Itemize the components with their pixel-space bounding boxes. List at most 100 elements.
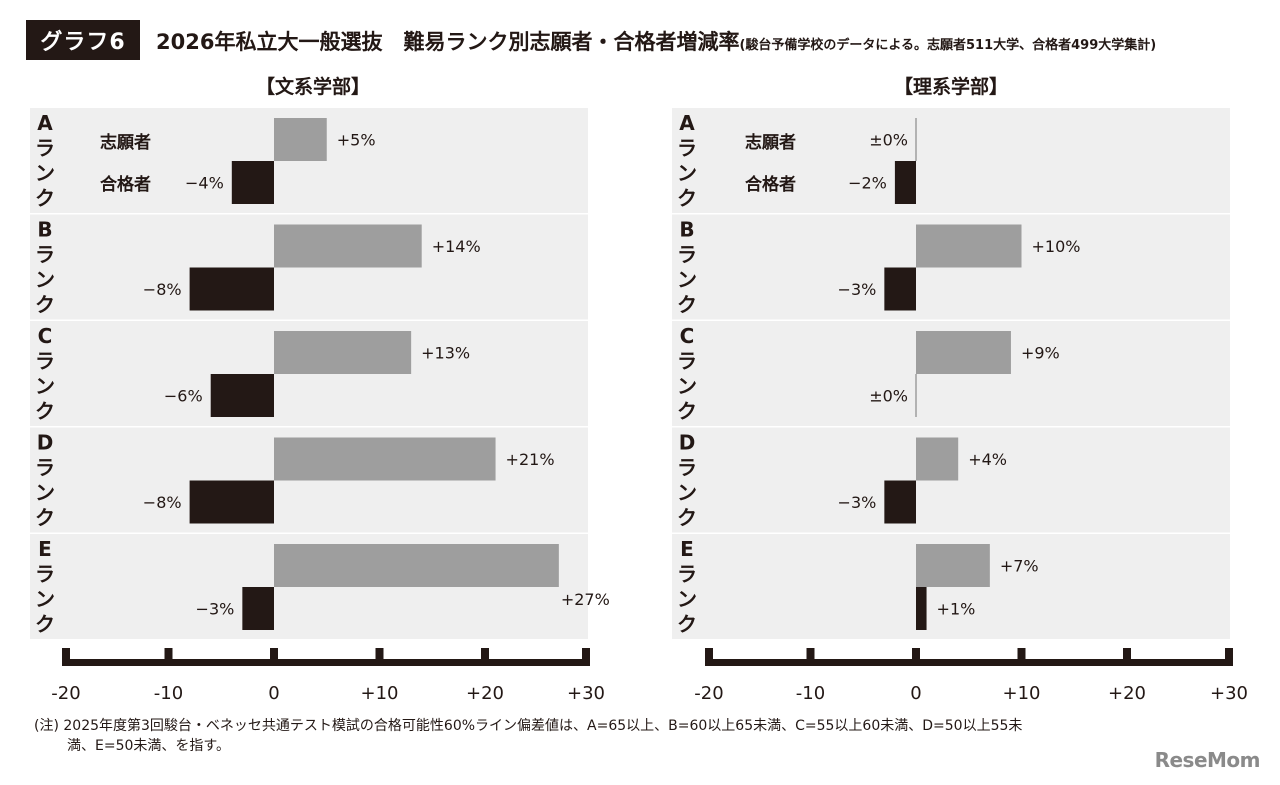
passers-value-label: −8% bbox=[143, 280, 182, 299]
passers-bar bbox=[242, 587, 274, 630]
rank-label-char: B bbox=[37, 218, 52, 242]
rank-label-char: ク bbox=[35, 293, 55, 317]
chart-title-source: (駿台予備学校のデータによる。志願者511大学、合格者499大学集計) bbox=[739, 38, 1157, 53]
x-axis-tick bbox=[1017, 648, 1026, 666]
passers-bar bbox=[884, 480, 916, 524]
applicants-value-label: +7% bbox=[1000, 557, 1039, 576]
applicants-value-label: +14% bbox=[432, 237, 481, 256]
x-axis-line bbox=[62, 659, 590, 666]
rank-label-char: ン bbox=[677, 161, 697, 185]
applicants-bar bbox=[274, 224, 422, 268]
applicants-bar bbox=[274, 544, 559, 587]
passers-value-label: −3% bbox=[196, 600, 235, 619]
rank-label-char: ラ bbox=[677, 243, 697, 267]
x-axis-line bbox=[705, 659, 1233, 666]
x-tick-label: -10 bbox=[796, 683, 825, 704]
applicants-bar bbox=[916, 224, 1022, 268]
x-axis-tick bbox=[912, 648, 920, 666]
passers-bar bbox=[884, 267, 916, 311]
rank-label-char: ク bbox=[677, 506, 697, 530]
applicants-value-label: ±0% bbox=[869, 131, 908, 150]
rank-label-char: ラ bbox=[677, 349, 697, 373]
chart-title: 2026年私立大一般選抜 難易ランク別志願者・合格者増減率(駿台予備学校のデータ… bbox=[156, 26, 1156, 56]
panel-title: 【理系学部】 bbox=[894, 75, 1008, 98]
rank-label-char: ラ bbox=[677, 136, 697, 160]
x-axis-tick bbox=[705, 648, 713, 666]
applicants-value-label: +21% bbox=[506, 450, 555, 469]
passers-bar bbox=[231, 161, 274, 204]
panel-title: 【文系学部】 bbox=[256, 75, 370, 98]
footnote-line-1: (注) 2025年度第3回駿台・ベネッセ共通テスト模試の合格可能性60%ライン偏… bbox=[34, 718, 1023, 734]
x-axis-tick bbox=[481, 648, 489, 666]
x-tick-label: -10 bbox=[154, 683, 183, 704]
graph-number-badge: グラフ6 bbox=[26, 20, 140, 60]
panel-2: 【理系学部】Aランク志願者合格者±0%−2%Bランク+10%−3%Cランク+9%… bbox=[672, 75, 1248, 704]
rank-label-char: ン bbox=[35, 161, 55, 185]
chart-area: 【文系学部】Aランク志願者合格者+5%−4%Bランク+14%−8%Cランク+13… bbox=[30, 75, 1248, 704]
passers-bar bbox=[894, 161, 916, 204]
passers-bar bbox=[189, 267, 274, 311]
rank-label-char: A bbox=[679, 111, 695, 135]
passers-bar bbox=[189, 480, 274, 524]
resemom-logo: ReseMom bbox=[1154, 748, 1261, 772]
rank-label-char: ラ bbox=[677, 562, 697, 586]
passers-value-label: −2% bbox=[848, 174, 887, 193]
footnote: (注) 2025年度第3回駿台・ベネッセ共通テスト模試の合格可能性60%ライン偏… bbox=[34, 716, 1234, 756]
rank-label-char: D bbox=[679, 431, 696, 455]
legend-applicants: 志願者 bbox=[745, 132, 796, 153]
rank-label-char: ラ bbox=[35, 243, 55, 267]
applicants-value-label: +27% bbox=[561, 590, 610, 609]
x-tick-label: +20 bbox=[466, 683, 504, 704]
applicants-value-label: +13% bbox=[421, 344, 470, 363]
rank-label-char: ン bbox=[677, 374, 697, 398]
rank-label-char: ン bbox=[677, 587, 697, 611]
rank-label-char: ク bbox=[677, 399, 697, 423]
passers-value-label: ±0% bbox=[869, 387, 908, 406]
applicants-bar bbox=[916, 544, 990, 587]
rank-label-char: A bbox=[37, 111, 53, 135]
rank-label-char: C bbox=[38, 324, 53, 348]
rank-label-char: ン bbox=[677, 268, 697, 292]
applicants-bar bbox=[274, 331, 412, 374]
rank-label-char: ク bbox=[35, 186, 55, 210]
rank-label-char: ク bbox=[35, 612, 55, 636]
x-axis-tick bbox=[164, 648, 173, 666]
rank-band bbox=[672, 108, 1230, 213]
applicants-bar bbox=[915, 118, 917, 161]
passers-bar bbox=[915, 374, 917, 417]
passers-value-label: −3% bbox=[838, 280, 877, 299]
rank-label-char: ラ bbox=[35, 456, 55, 480]
rank-label-char: ン bbox=[35, 268, 55, 292]
x-axis-tick bbox=[375, 648, 384, 666]
rank-label-char: ク bbox=[35, 506, 55, 530]
x-axis-tick bbox=[582, 648, 590, 666]
x-axis-tick bbox=[62, 648, 70, 666]
rank-label-char: ク bbox=[35, 399, 55, 423]
x-tick-label: -20 bbox=[51, 683, 80, 704]
rank-label-char: ラ bbox=[35, 562, 55, 586]
applicants-value-label: +4% bbox=[968, 450, 1007, 469]
panel-1: 【文系学部】Aランク志願者合格者+5%−4%Bランク+14%−8%Cランク+13… bbox=[30, 75, 610, 704]
x-tick-label: +10 bbox=[1003, 683, 1041, 704]
x-tick-label: +10 bbox=[361, 683, 399, 704]
passers-value-label: −8% bbox=[143, 493, 182, 512]
rank-label-char: D bbox=[37, 431, 54, 455]
x-axis-tick bbox=[1225, 648, 1233, 666]
x-tick-label: +30 bbox=[1210, 683, 1248, 704]
passers-value-label: +1% bbox=[937, 600, 976, 619]
rank-label-char: E bbox=[680, 537, 694, 561]
rank-label-char: ラ bbox=[35, 136, 55, 160]
legend-passers: 合格者 bbox=[745, 174, 796, 195]
legend-applicants: 志願者 bbox=[100, 132, 151, 153]
applicants-value-label: +5% bbox=[337, 131, 376, 150]
rank-label-char: B bbox=[679, 218, 694, 242]
applicants-value-label: +10% bbox=[1032, 237, 1081, 256]
rank-label-char: ン bbox=[35, 481, 55, 505]
footnote-line-2: 満、E=50未満、を指す。 bbox=[67, 738, 230, 754]
